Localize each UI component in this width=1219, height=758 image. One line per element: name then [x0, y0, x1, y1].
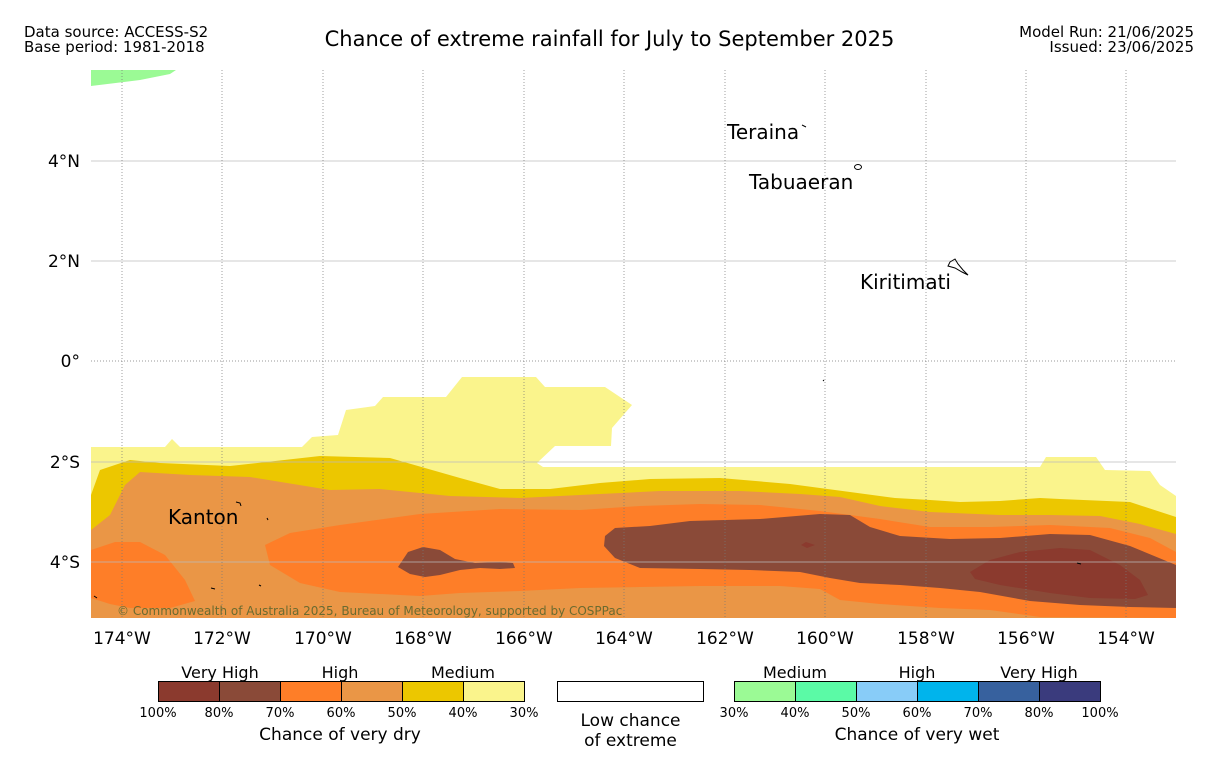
legend-wet-group-high: High — [898, 663, 936, 682]
lon-tick-label: 168°W — [394, 629, 452, 649]
legend-dry-tick: 60% — [326, 706, 356, 721]
lat-tick-label: 2°S — [50, 453, 80, 473]
legend-dry-group-high: High — [321, 663, 359, 682]
island-small-5 — [822, 379, 825, 382]
place-label-kiritimati: Kiritimati — [860, 270, 951, 294]
islands — [93, 124, 1082, 599]
model-run-text: Model Run: 21/06/2025 — [1019, 23, 1194, 41]
place-label-kanton: Kanton — [168, 505, 238, 529]
legend-wet-tick: 30% — [719, 706, 749, 721]
data-source-text: Data source: ACCESS-S2 — [24, 23, 209, 41]
legend-neutral-swatch — [557, 681, 704, 702]
lon-tick-label: 162°W — [696, 629, 754, 649]
lon-tick-label: 170°W — [294, 629, 352, 649]
legend-dry-swatch — [463, 681, 525, 702]
gridlines — [91, 70, 1176, 618]
latitude-labels: 4°N 2°N 0° 2°S 4°S — [48, 152, 80, 573]
legend-dry-caption: Chance of very dry — [259, 725, 421, 745]
legend-dry-swatch — [341, 681, 403, 702]
legend-dry-swatch — [158, 681, 220, 702]
legend-wet-swatch — [734, 681, 796, 702]
legend-wet-swatch — [795, 681, 857, 702]
legend-dry-tick: 70% — [265, 706, 295, 721]
legend-wet-tick: 40% — [780, 706, 810, 721]
legend-dry-tick: 30% — [509, 706, 539, 721]
legend-wet-tick: 70% — [963, 706, 993, 721]
lon-tick-label: 166°W — [495, 629, 553, 649]
legend-wet-tick: 50% — [841, 706, 871, 721]
dry-60-70-area — [91, 542, 195, 608]
chart-title: Chance of extreme rainfall for July to S… — [324, 27, 895, 51]
legend-dry-swatch — [219, 681, 281, 702]
lat-tick-label: 0° — [61, 352, 80, 372]
copyright-text: © Commonwealth of Australia 2025, Bureau… — [117, 604, 622, 618]
legend-wet-swatch — [978, 681, 1040, 702]
legend-dry-tick: 40% — [448, 706, 478, 721]
legend-wet-group-medium: Medium — [763, 663, 827, 682]
legend-wet-swatch — [856, 681, 918, 702]
island-small-3 — [258, 584, 262, 587]
lat-tick-label: 4°N — [48, 152, 80, 172]
issued-text: Issued: 23/06/2025 — [1049, 38, 1194, 56]
legend-dry-group-medium: Medium — [431, 663, 495, 682]
island-kanton — [235, 501, 242, 507]
legend-dry-tick: 50% — [387, 706, 417, 721]
island-tabuaeran — [854, 164, 862, 170]
legend-dry-tick: 100% — [139, 706, 177, 721]
legend-wet-group-very-high: Very High — [1000, 663, 1078, 682]
lat-tick-label: 2°N — [48, 252, 80, 272]
longitude-labels: 174°W 172°W 170°W 168°W 166°W 164°W 162°W 160°W… — [93, 629, 1155, 649]
legend-wet-swatch — [1039, 681, 1101, 702]
island-small-2 — [210, 587, 216, 590]
island-teraina — [801, 124, 807, 128]
legend-wet-tick: 60% — [902, 706, 932, 721]
lon-tick-label: 172°W — [193, 629, 251, 649]
place-label-tabuaeran: Tabuaeran — [748, 170, 853, 194]
island-kiritimati — [947, 258, 969, 276]
wet-medium-area — [91, 70, 176, 86]
lon-tick-label: 154°W — [1097, 629, 1155, 649]
legend-dry-tick: 80% — [204, 706, 234, 721]
legend-dry-swatch — [280, 681, 342, 702]
lon-tick-label: 158°W — [897, 629, 955, 649]
lon-tick-label: 156°W — [997, 629, 1055, 649]
legend-wet-tick: 80% — [1024, 706, 1054, 721]
island-small-6 — [1076, 562, 1082, 565]
island-small-1 — [266, 517, 269, 521]
legend-neutral-line1: Low chance — [580, 711, 681, 731]
map-fields — [91, 70, 1176, 618]
dry-80-100-area — [970, 548, 1148, 599]
lat-tick-label: 4°S — [50, 553, 80, 573]
legend-wet-swatch — [917, 681, 979, 702]
legend-neutral-line2: of extreme — [584, 731, 677, 751]
island-small-4 — [93, 595, 98, 599]
base-period-text: Base period: 1981-2018 — [24, 38, 205, 56]
legend-dry-group-very-high: Very High — [181, 663, 259, 682]
legend-wet-caption: Chance of very wet — [834, 725, 1000, 745]
legend-wet-tick: 100% — [1081, 706, 1119, 721]
legend-dry-swatch — [402, 681, 464, 702]
lon-tick-label: 160°W — [796, 629, 854, 649]
place-label-teraina: Teraina — [726, 120, 799, 144]
lon-tick-label: 174°W — [93, 629, 151, 649]
lon-tick-label: 164°W — [595, 629, 653, 649]
dry-80-100-spot — [801, 542, 815, 548]
